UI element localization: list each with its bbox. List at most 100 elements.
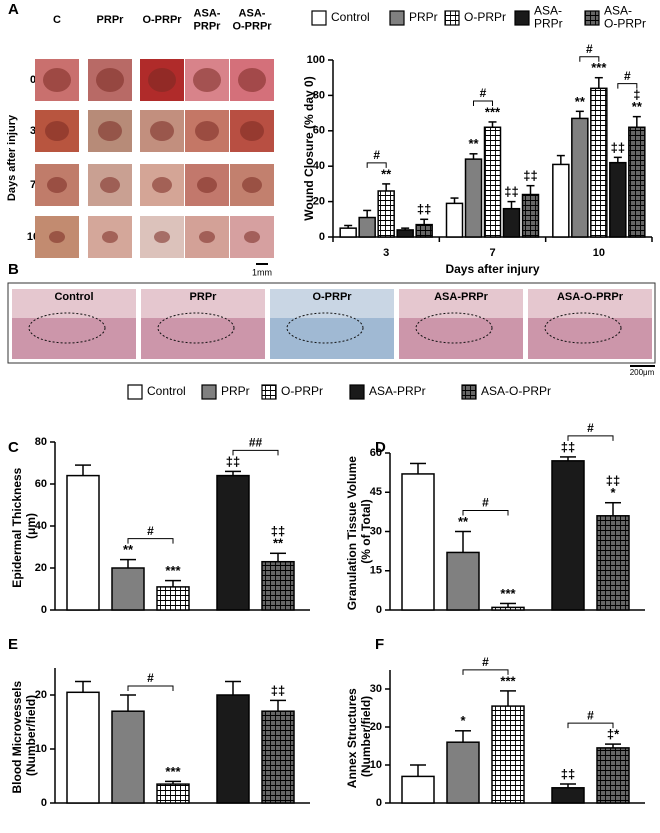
y-axis-label: Granulation Tissue Volume (% of Total) <box>345 453 373 611</box>
photo-column-label: C <box>53 14 61 26</box>
y-tick-label: 10 <box>370 759 382 771</box>
panel-label: C <box>8 439 19 456</box>
panel-label: E <box>8 636 18 653</box>
bar <box>502 207 521 238</box>
legend-label: ASA-O-PRPr <box>604 4 646 31</box>
significance-label: * <box>610 485 616 500</box>
significance-label: ‡‡ <box>561 439 575 454</box>
legend-swatch <box>584 10 600 26</box>
bar <box>521 193 540 238</box>
panel-label: F <box>375 636 384 653</box>
significance-label: ‡‡ <box>226 454 240 469</box>
significance-label: ‡‡ <box>561 766 575 781</box>
bar <box>401 473 435 611</box>
histology-label: PRPr <box>190 291 218 303</box>
bar <box>445 202 464 238</box>
y-axis-label: Wound Closure (% day 0) <box>302 76 316 220</box>
y-tick-label: 60 <box>35 478 47 490</box>
wound-outline <box>157 312 235 344</box>
bar <box>571 117 589 238</box>
significance-label: ‡‡ <box>271 524 285 539</box>
significance-label: ** <box>273 536 284 551</box>
legend-label: PRPr <box>221 384 250 398</box>
y-tick-label: 80 <box>35 436 47 448</box>
histology-dermis <box>12 318 136 359</box>
significance-label: ** <box>458 514 469 529</box>
legend-swatch <box>127 384 143 400</box>
y-tick-label: 0 <box>41 797 47 809</box>
bar <box>464 158 483 238</box>
legend-label: O-PRPr <box>464 10 506 24</box>
x-tick-label: 3 <box>383 247 389 259</box>
comparison-label: # <box>373 148 380 162</box>
photo-column-label: ASA-O-PRPr <box>232 7 272 32</box>
bar <box>339 227 357 238</box>
comparison-label: # <box>482 496 489 510</box>
y-tick-label: 10 <box>35 743 47 755</box>
wound <box>47 177 67 193</box>
wound-outline <box>286 312 364 344</box>
histology-frame <box>7 282 656 364</box>
photo-row-label: 0 <box>30 74 36 86</box>
legend-label: PRPr <box>409 10 438 24</box>
histology-dermis <box>270 318 394 359</box>
bar <box>491 606 525 611</box>
panel-label: B <box>8 261 19 278</box>
significance-label: *** <box>500 673 516 688</box>
bar <box>216 474 250 611</box>
bar <box>415 223 433 238</box>
y-tick-label: 60 <box>313 125 325 137</box>
histology-label: O-PRPr <box>312 291 352 303</box>
photo-row-axis-label: Days after injury <box>6 114 18 201</box>
wound <box>96 68 124 92</box>
y-tick-label: 20 <box>35 562 47 574</box>
bar <box>446 551 480 611</box>
comparison-bracket <box>579 56 600 62</box>
comparison-bracket <box>462 510 509 516</box>
y-tick-label: 30 <box>370 683 382 695</box>
significance-label: ‡ <box>633 87 640 102</box>
histology-dermis <box>141 318 265 359</box>
wound-outline <box>415 312 493 344</box>
x-axis-label: Days after injury <box>445 262 539 276</box>
wound <box>195 121 219 141</box>
comparison-label: # <box>586 42 593 56</box>
wound <box>154 231 170 243</box>
wound <box>43 68 71 92</box>
significance-label: ‡‡ <box>504 184 518 199</box>
significance-label: ** <box>632 99 643 114</box>
bar <box>377 190 395 238</box>
wound <box>150 121 174 141</box>
comparison-bracket <box>366 162 387 168</box>
comparison-bracket <box>567 722 614 729</box>
histology-label: ASA-PRPr <box>434 291 489 303</box>
y-tick-label: 60 <box>370 447 382 459</box>
significance-label: ** <box>381 166 392 181</box>
bar <box>358 216 376 238</box>
legend-swatch <box>444 10 460 26</box>
comparison-bracket <box>567 435 614 441</box>
wound <box>148 68 176 92</box>
significance-label: ‡‡ <box>606 473 620 488</box>
legend-swatch <box>461 384 477 400</box>
significance-label: ‡* <box>607 727 620 742</box>
bar <box>628 126 646 238</box>
legend-label: ASA-PRPr <box>534 4 563 31</box>
bar <box>596 515 630 611</box>
comparison-label: # <box>147 671 154 685</box>
significance-label: ** <box>123 542 134 557</box>
legend-swatch <box>311 10 327 26</box>
comparison-bracket <box>617 83 638 89</box>
comparison-label: # <box>147 524 154 538</box>
bar <box>261 560 295 611</box>
significance-label: ‡‡ <box>611 140 625 155</box>
photo-column-label: ASA-PRPr <box>194 7 222 32</box>
panel-label: D <box>375 439 386 456</box>
legend-swatch <box>349 384 365 400</box>
bar <box>596 747 630 804</box>
histology-dermis <box>528 318 652 359</box>
comparison-label: # <box>480 86 487 100</box>
wound <box>240 121 264 141</box>
bar <box>66 474 100 611</box>
